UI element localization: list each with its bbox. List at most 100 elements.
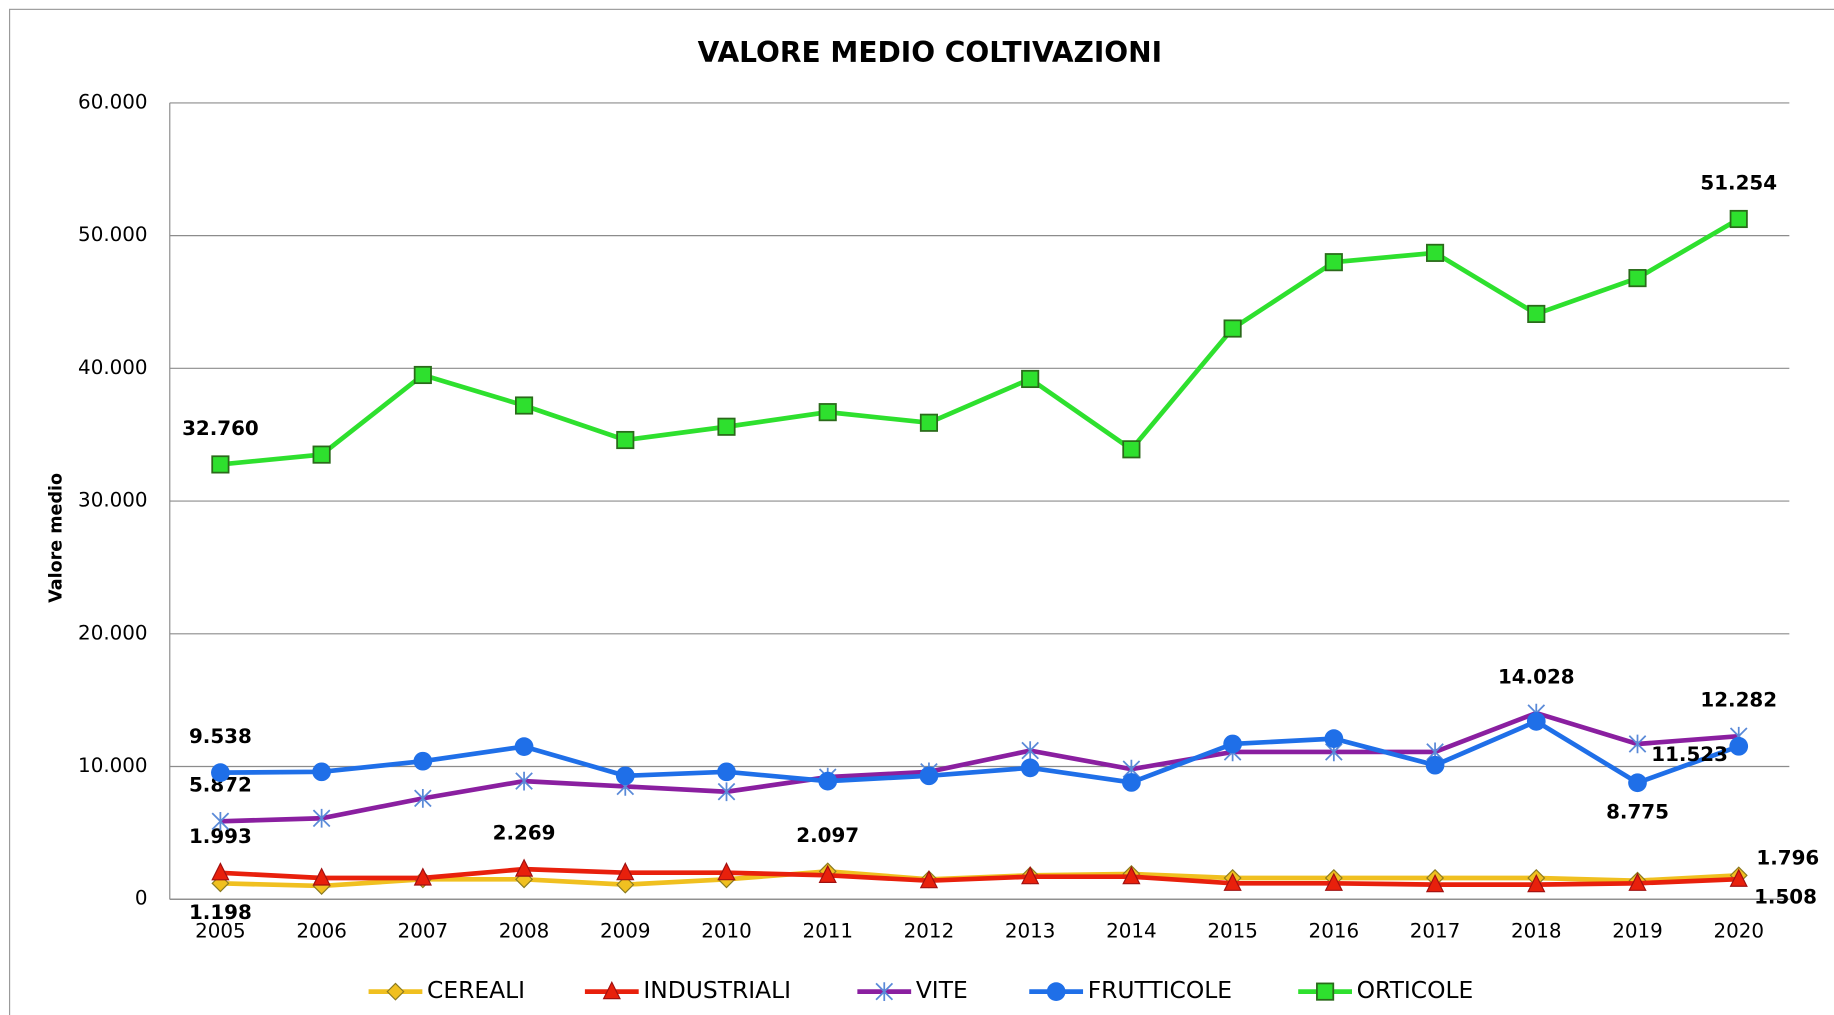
legend-label: VITE xyxy=(916,976,968,1004)
legend-label: CEREALI xyxy=(427,976,525,1004)
x-tick-label: 2009 xyxy=(600,919,651,942)
data-point xyxy=(1527,304,1546,323)
data-point xyxy=(717,762,736,782)
data-point xyxy=(1729,209,1748,229)
data-point xyxy=(312,867,331,886)
data-point xyxy=(1729,868,1748,887)
chart-title: VALORE MEDIO COLTIVAZIONI xyxy=(698,36,1162,69)
data-point xyxy=(919,766,939,786)
data-point xyxy=(211,811,230,831)
data-point xyxy=(514,858,534,877)
data-label: 1.508 xyxy=(1754,885,1817,908)
data-label: 8.775 xyxy=(1606,801,1669,824)
legend-label: INDUSTRIALI xyxy=(643,976,791,1004)
data-point xyxy=(211,763,230,782)
y-tick-label: 10.000 xyxy=(78,754,148,777)
data-point xyxy=(1628,269,1647,288)
data-point xyxy=(1425,873,1445,893)
data-label: 32.760 xyxy=(182,417,259,440)
x-tick-label: 2011 xyxy=(802,919,853,942)
data-label: 9.538 xyxy=(189,725,252,748)
y-tick-label: 20.000 xyxy=(78,621,148,644)
data-label: 2.269 xyxy=(493,822,556,845)
series-line xyxy=(220,866,1739,887)
chart-frame xyxy=(8,8,1834,1015)
data-point xyxy=(1729,736,1749,756)
legend-marker xyxy=(875,982,894,1001)
data-point xyxy=(1628,734,1647,754)
data-point xyxy=(1223,319,1242,338)
data-label: 14.028 xyxy=(1498,665,1575,688)
x-tick-label: 2019 xyxy=(1612,919,1663,942)
data-point xyxy=(818,864,837,883)
series-line xyxy=(220,710,1739,824)
data-label: 1.993 xyxy=(189,825,252,848)
legend-item: ORTICOLE xyxy=(1298,976,1473,1004)
data-point xyxy=(1526,712,1546,731)
data-point xyxy=(717,862,736,881)
legend-marker xyxy=(602,980,621,1000)
data-point xyxy=(1223,734,1242,754)
legend-label: ORTICOLE xyxy=(1357,976,1474,1004)
data-point xyxy=(1021,369,1040,389)
data-point xyxy=(1324,872,1343,891)
data-label: 51.254 xyxy=(1700,171,1777,194)
x-tick-label: 2005 xyxy=(195,919,246,942)
x-tick-label: 2015 xyxy=(1207,919,1258,942)
data-point xyxy=(1425,243,1445,262)
legend-marker xyxy=(386,982,405,1001)
x-tick-label: 2007 xyxy=(398,919,449,942)
data-point xyxy=(1122,440,1141,459)
data-point xyxy=(616,430,635,450)
data-label: 11.523 xyxy=(1651,743,1728,766)
data-point xyxy=(1021,866,1040,885)
data-point xyxy=(1021,741,1039,760)
series-line xyxy=(220,718,1740,786)
data-point xyxy=(717,417,736,436)
data-label: 12.282 xyxy=(1700,689,1777,712)
data-point xyxy=(413,867,432,886)
y-tick-label: 60.000 xyxy=(78,90,148,113)
x-tick-label: 2014 xyxy=(1106,919,1157,942)
data-point xyxy=(1628,872,1647,891)
x-tick-label: 2016 xyxy=(1309,919,1360,942)
y-tick-label: 30.000 xyxy=(78,489,148,512)
legend-marker xyxy=(1046,982,1066,1001)
y-tick-label: 40.000 xyxy=(78,356,148,379)
data-point xyxy=(514,737,534,756)
data-point xyxy=(616,862,635,881)
legend-item: CEREALI xyxy=(368,976,525,1004)
data-point xyxy=(818,403,837,422)
legend-label: FRUTTICOLE xyxy=(1088,976,1232,1004)
data-point xyxy=(1324,253,1343,272)
legend-item: VITE xyxy=(857,976,968,1004)
legend-item: INDUSTRIALI xyxy=(584,976,791,1004)
x-tick-label: 2017 xyxy=(1410,919,1461,942)
y-axis-label: Valore medio xyxy=(46,473,66,603)
data-point xyxy=(1223,872,1242,891)
data-point xyxy=(616,875,635,894)
data-point xyxy=(515,771,533,791)
series-line xyxy=(220,216,1740,467)
legend-item: FRUTTICOLE xyxy=(1029,976,1232,1004)
data-point xyxy=(1324,729,1344,748)
x-tick-label: 2018 xyxy=(1511,919,1562,942)
x-tick-label: 2008 xyxy=(499,919,550,942)
data-point xyxy=(413,365,432,385)
data-point xyxy=(312,762,331,782)
data-point xyxy=(1122,866,1141,885)
data-point xyxy=(717,782,736,802)
x-tick-label: 2020 xyxy=(1713,919,1764,942)
data-point xyxy=(211,862,230,881)
data-label: 1.198 xyxy=(189,901,252,924)
data-point xyxy=(919,413,939,432)
data-point xyxy=(211,455,230,474)
data-point xyxy=(1020,758,1040,778)
data-label: 2.097 xyxy=(796,824,859,847)
data-label: 5.872 xyxy=(189,774,252,797)
data-point xyxy=(514,396,534,415)
x-tick-label: 2012 xyxy=(904,919,955,942)
data-point xyxy=(919,869,939,889)
